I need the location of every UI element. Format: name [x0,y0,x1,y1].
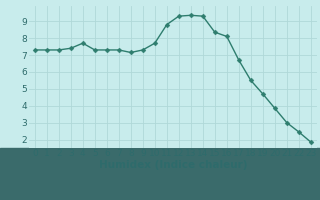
X-axis label: Humidex (Indice chaleur): Humidex (Indice chaleur) [99,160,247,170]
